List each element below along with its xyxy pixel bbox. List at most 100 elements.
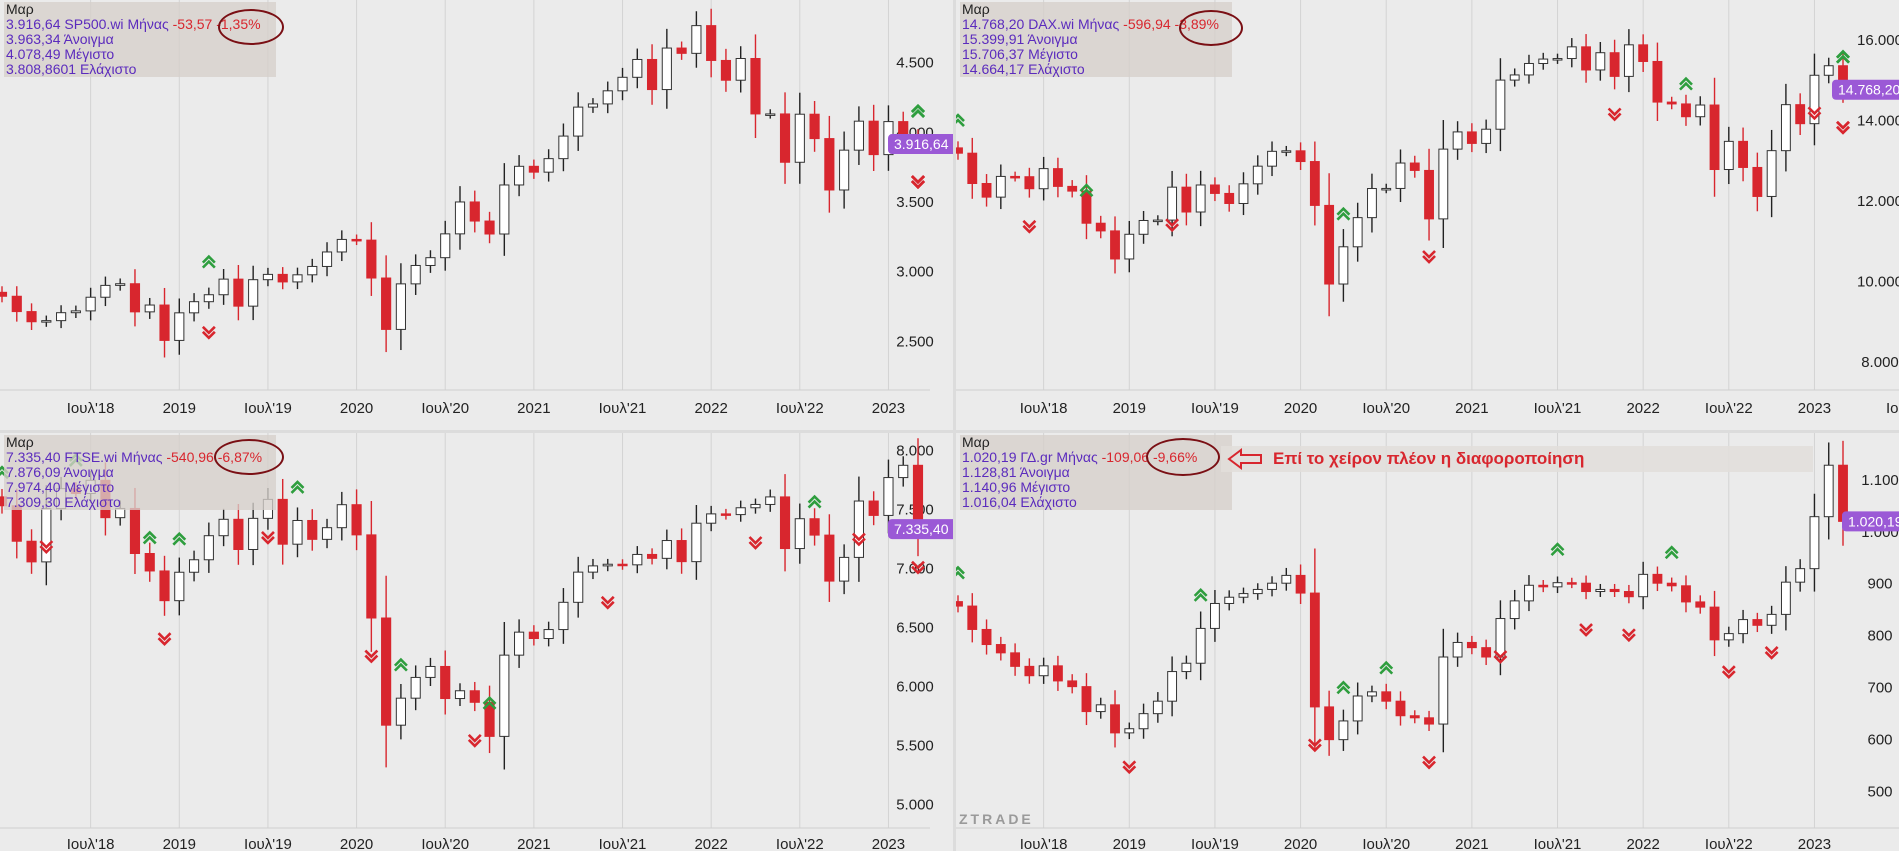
- candle-body: [676, 47, 687, 54]
- candle-body: [839, 149, 850, 191]
- candle-body: [1666, 582, 1677, 587]
- candle-body: [1224, 596, 1235, 604]
- candle-body: [248, 279, 259, 307]
- candle-body: [11, 505, 22, 542]
- x-tick-label: 2021: [517, 400, 550, 417]
- signal-up-icon: [1336, 680, 1351, 695]
- signal-down-icon: [157, 632, 172, 647]
- candle-body: [1524, 62, 1534, 76]
- candle-body: [1267, 150, 1277, 167]
- candle-body: [794, 518, 805, 550]
- signal-down-icon: [261, 531, 275, 545]
- y-tick-label: 3.000: [896, 264, 934, 281]
- candle-body: [967, 152, 978, 185]
- candle-body: [1152, 700, 1163, 715]
- chart-panel-dax[interactable]: Μαρ 14.768,20 DAX.wi Μήνας -596,94 -3,89…: [956, 0, 1899, 430]
- candle-body: [1367, 691, 1377, 697]
- candle-body: [484, 220, 495, 235]
- last-price: 7.335,40: [6, 449, 61, 465]
- candle-body: [1238, 593, 1249, 598]
- watermark: ZTRADE: [959, 811, 1034, 827]
- chart-panel-sp500[interactable]: Μαρ 3.916,64 SP500.wi Μήνας -53,57 -1,35…: [0, 0, 953, 430]
- candle-body: [661, 540, 672, 559]
- high-line: 15.706,37 Μέγιστο: [962, 46, 1078, 62]
- candle-body: [1809, 516, 1820, 570]
- candle-body: [794, 113, 805, 163]
- chart-panel-gd[interactable]: Μαρ 1.020,19 ΓΔ.gr Μήνας -109,06 -9,66% …: [956, 433, 1899, 851]
- candle-body: [839, 556, 850, 582]
- candle-body: [1566, 582, 1577, 585]
- candle-body: [351, 238, 362, 242]
- candle-body: [1509, 600, 1520, 620]
- x-tick-label: 2021: [1455, 400, 1488, 417]
- period-label: Μαρ: [962, 434, 990, 450]
- x-tick-label: Ιουλ'20: [1362, 400, 1410, 417]
- signal-up-icon: [1550, 542, 1565, 557]
- x-tick-label: 2021: [1455, 836, 1488, 851]
- period-label: Μαρ: [6, 1, 34, 17]
- y-tick-label: 800: [1867, 628, 1892, 645]
- candle-body: [11, 295, 22, 313]
- last-price: 3.916,64: [6, 16, 61, 32]
- y-tick-label: 5.000: [896, 796, 934, 813]
- interval: Μήνας: [1056, 449, 1098, 465]
- candle-body: [1466, 131, 1477, 144]
- x-tick-label: Ιουλ'19: [244, 400, 292, 417]
- candle-body: [1095, 704, 1106, 713]
- period-label: Μαρ: [6, 434, 34, 450]
- candle-body: [410, 264, 421, 285]
- candle-body: [853, 500, 864, 558]
- candle-body: [543, 158, 554, 173]
- x-tick-label: Ιουλ'20: [1362, 836, 1410, 851]
- candle-body: [1081, 686, 1092, 713]
- arrow-left-icon: [1227, 448, 1262, 470]
- candle-body: [691, 25, 702, 54]
- badge-bg: [1832, 79, 1899, 100]
- candle-body: [898, 464, 909, 479]
- x-tick-label: 2022: [694, 836, 727, 851]
- candle-body: [26, 311, 37, 323]
- signal-up-icon: [172, 531, 187, 546]
- symbol: ΓΔ.gr: [1020, 449, 1053, 465]
- chart-panel-ftse[interactable]: Μαρ 7.335,40 FTSE.wi Μήνας -540,96 -6,87…: [0, 433, 953, 851]
- candle-body: [1181, 662, 1192, 673]
- symbol: FTSE.wi: [64, 449, 118, 465]
- y-tick-label: 900: [1867, 576, 1892, 593]
- last-price-badge: 7.335,40: [888, 519, 953, 540]
- chart-svg: Ιουλ'18 2019 Ιουλ'19 2020 Ιουλ'20 2021 Ιουλ'21…: [956, 433, 1899, 851]
- interval: Μήνας: [121, 449, 163, 465]
- high-line: 7.974,40 Μέγιστο: [6, 479, 115, 495]
- candle-body: [1709, 104, 1720, 171]
- change: -109,06: [1101, 449, 1150, 465]
- candle-body: [956, 601, 963, 607]
- candle-body: [824, 534, 835, 582]
- signal-up-icon: [290, 480, 305, 494]
- signal-up-icon: [1679, 76, 1693, 91]
- low-line: 1.016,04 Ελάχιστο: [962, 494, 1077, 510]
- candle-body: [1124, 233, 1135, 260]
- candle-body: [1709, 606, 1720, 641]
- x-tick-label: 2019: [1113, 400, 1146, 417]
- x-tick-label: Ιουλ'21: [599, 400, 647, 417]
- signal-down-icon: [600, 595, 615, 610]
- x-tick-label: Ιουλ'18: [1020, 836, 1068, 851]
- candle-body: [26, 540, 37, 563]
- change: -540,96: [166, 449, 214, 465]
- candle-body: [1210, 602, 1220, 629]
- x-tick-label: 2019: [163, 836, 196, 851]
- candle-body: [573, 571, 584, 603]
- candle-body: [1052, 168, 1063, 187]
- signal-up-icon: [1664, 545, 1679, 560]
- candle-body: [41, 320, 52, 323]
- candle-body: [307, 519, 318, 540]
- candle-body: [0, 291, 8, 297]
- candle-body: [1309, 592, 1320, 708]
- candle-body: [1210, 184, 1220, 194]
- candle-body: [1795, 104, 1806, 125]
- candle-body: [1495, 79, 1506, 130]
- chart-svg: Ιουλ'18 2019 Ιουλ'19 2020 Ιουλ'20 2021 Ιουλ'21…: [0, 0, 953, 417]
- candle-body: [632, 58, 643, 78]
- x-tick-label: 2019: [163, 400, 196, 417]
- x-tick-label: 2019: [1113, 836, 1146, 851]
- candle-body: [321, 527, 333, 540]
